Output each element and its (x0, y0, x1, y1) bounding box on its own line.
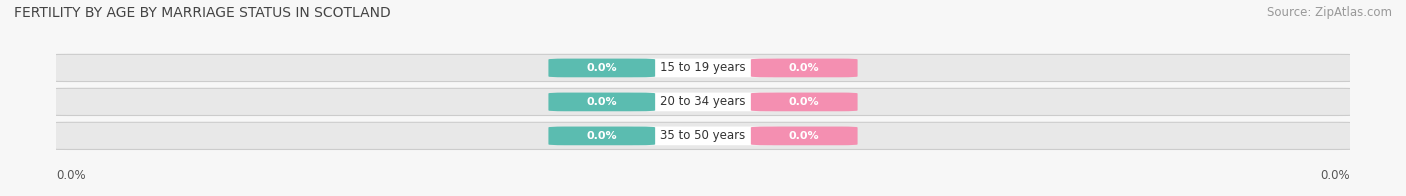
Text: 0.0%: 0.0% (789, 97, 820, 107)
FancyBboxPatch shape (751, 127, 858, 145)
FancyBboxPatch shape (626, 93, 780, 111)
Text: 0.0%: 0.0% (789, 63, 820, 73)
FancyBboxPatch shape (751, 59, 858, 77)
FancyBboxPatch shape (751, 93, 858, 111)
Text: 35 to 50 years: 35 to 50 years (661, 129, 745, 142)
Text: Source: ZipAtlas.com: Source: ZipAtlas.com (1267, 6, 1392, 19)
Text: FERTILITY BY AGE BY MARRIAGE STATUS IN SCOTLAND: FERTILITY BY AGE BY MARRIAGE STATUS IN S… (14, 6, 391, 20)
Text: 0.0%: 0.0% (586, 97, 617, 107)
Text: 0.0%: 0.0% (56, 169, 86, 181)
FancyBboxPatch shape (626, 59, 780, 77)
Text: 0.0%: 0.0% (586, 63, 617, 73)
FancyBboxPatch shape (44, 88, 1362, 115)
Text: 0.0%: 0.0% (789, 131, 820, 141)
FancyBboxPatch shape (548, 127, 655, 145)
FancyBboxPatch shape (548, 59, 655, 77)
FancyBboxPatch shape (626, 127, 780, 145)
FancyBboxPatch shape (548, 93, 655, 111)
Text: 15 to 19 years: 15 to 19 years (661, 62, 745, 74)
Text: 20 to 34 years: 20 to 34 years (661, 95, 745, 108)
FancyBboxPatch shape (44, 122, 1362, 150)
FancyBboxPatch shape (44, 54, 1362, 82)
Text: 0.0%: 0.0% (586, 131, 617, 141)
Text: 0.0%: 0.0% (1320, 169, 1350, 181)
